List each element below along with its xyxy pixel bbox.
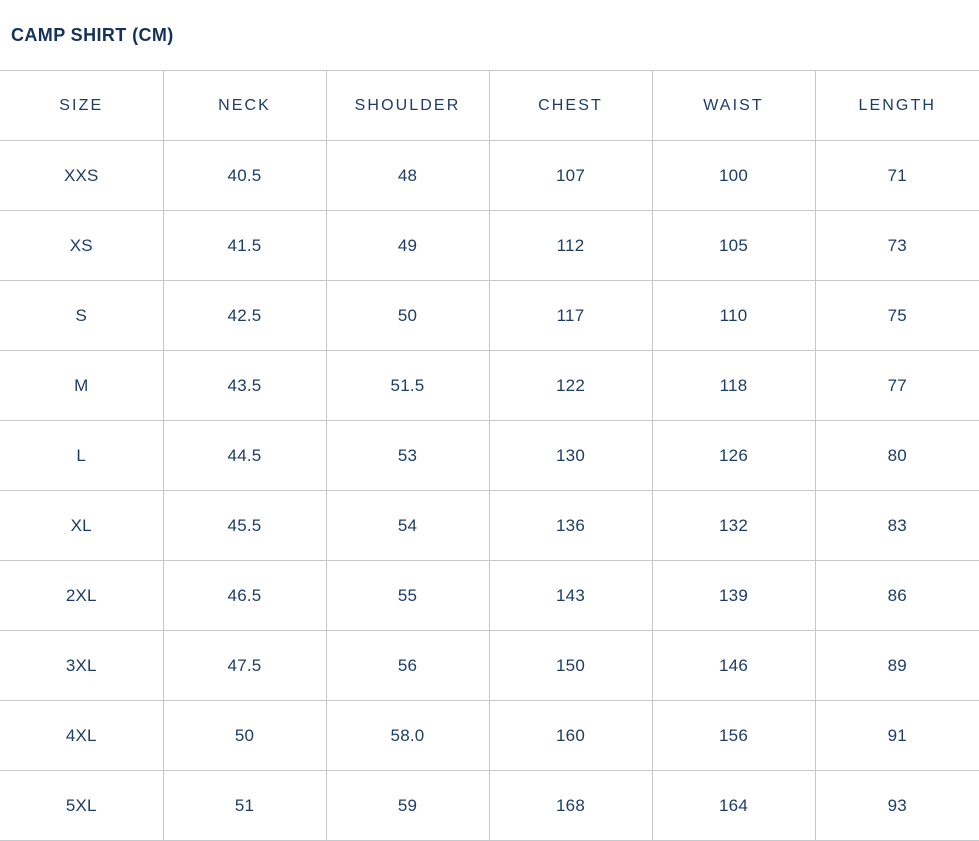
measurement-cell-length: 86: [815, 560, 979, 631]
measurement-cell-length: 75: [815, 280, 979, 351]
column-header-neck: NECK: [163, 70, 327, 141]
table-row: M 43.5 51.5 122 118 77: [0, 350, 979, 421]
measurement-cell-chest: 160: [489, 700, 653, 771]
size-label-cell: XL: [0, 490, 164, 561]
size-label-cell: 3XL: [0, 630, 164, 701]
table-row: 4XL 50 58.0 160 156 91: [0, 700, 979, 771]
measurement-cell-length: 71: [815, 140, 979, 211]
measurement-cell-neck: 46.5: [163, 560, 327, 631]
size-label-cell: XS: [0, 210, 164, 281]
measurement-cell-chest: 143: [489, 560, 653, 631]
measurement-cell-chest: 117: [489, 280, 653, 351]
size-chart-table: SIZE NECK SHOULDER CHEST WAIST LENGTH XXS 40.5…: [0, 70, 979, 841]
measurement-cell-waist: 156: [652, 700, 816, 771]
measurement-cell-waist: 110: [652, 280, 816, 351]
table-row: 3XL 47.5 56 150 146 89: [0, 630, 979, 701]
measurement-cell-chest: 122: [489, 350, 653, 421]
measurement-cell-length: 80: [815, 420, 979, 491]
measurement-cell-length: 73: [815, 210, 979, 281]
table-row: XL 45.5 54 136 132 83: [0, 490, 979, 561]
size-label-cell: XXS: [0, 140, 164, 211]
chart-title-band: CAMP SHIRT (CM): [0, 0, 979, 70]
measurement-cell-neck: 43.5: [163, 350, 327, 421]
measurement-cell-chest: 136: [489, 490, 653, 561]
measurement-cell-length: 77: [815, 350, 979, 421]
measurement-cell-waist: 132: [652, 490, 816, 561]
measurement-cell-waist: 146: [652, 630, 816, 701]
table-row: XXS 40.5 48 107 100 71: [0, 140, 979, 211]
measurement-cell-shoulder: 48: [326, 140, 490, 211]
size-label-cell: 4XL: [0, 700, 164, 771]
measurement-cell-length: 93: [815, 770, 979, 841]
measurement-cell-neck: 47.5: [163, 630, 327, 701]
measurement-cell-waist: 118: [652, 350, 816, 421]
table-row: S 42.5 50 117 110 75: [0, 280, 979, 351]
measurement-cell-shoulder: 51.5: [326, 350, 490, 421]
table-header-row: SIZE NECK SHOULDER CHEST WAIST LENGTH: [0, 70, 979, 141]
measurement-cell-length: 89: [815, 630, 979, 701]
column-header-length: LENGTH: [815, 70, 979, 141]
table-row: 5XL 51 59 168 164 93: [0, 770, 979, 841]
measurement-cell-length: 83: [815, 490, 979, 561]
measurement-cell-neck: 41.5: [163, 210, 327, 281]
measurement-cell-neck: 40.5: [163, 140, 327, 211]
table-body: XXS 40.5 48 107 100 71 XS 41.5 49 112 105 73 S 42.5 50…: [0, 140, 979, 841]
measurement-cell-chest: 150: [489, 630, 653, 701]
measurement-cell-waist: 139: [652, 560, 816, 631]
column-header-shoulder: SHOULDER: [326, 70, 490, 141]
measurement-cell-shoulder: 49: [326, 210, 490, 281]
measurement-cell-shoulder: 58.0: [326, 700, 490, 771]
measurement-cell-neck: 51: [163, 770, 327, 841]
measurement-cell-waist: 100: [652, 140, 816, 211]
table-row: 2XL 46.5 55 143 139 86: [0, 560, 979, 631]
measurement-cell-neck: 44.5: [163, 420, 327, 491]
measurement-cell-waist: 126: [652, 420, 816, 491]
column-header-waist: WAIST: [652, 70, 816, 141]
measurement-cell-chest: 130: [489, 420, 653, 491]
measurement-cell-shoulder: 53: [326, 420, 490, 491]
measurement-cell-chest: 107: [489, 140, 653, 211]
page-title: CAMP SHIRT (CM): [11, 24, 174, 45]
measurement-cell-shoulder: 54: [326, 490, 490, 561]
measurement-cell-shoulder: 55: [326, 560, 490, 631]
measurement-cell-waist: 105: [652, 210, 816, 281]
table-header: SIZE NECK SHOULDER CHEST WAIST LENGTH: [0, 70, 979, 141]
size-label-cell: M: [0, 350, 164, 421]
measurement-cell-chest: 168: [489, 770, 653, 841]
column-header-chest: CHEST: [489, 70, 653, 141]
measurement-cell-chest: 112: [489, 210, 653, 281]
measurement-cell-shoulder: 59: [326, 770, 490, 841]
measurement-cell-neck: 45.5: [163, 490, 327, 561]
size-label-cell: L: [0, 420, 164, 491]
measurement-cell-neck: 50: [163, 700, 327, 771]
measurement-cell-shoulder: 56: [326, 630, 490, 701]
size-label-cell: 2XL: [0, 560, 164, 631]
size-label-cell: S: [0, 280, 164, 351]
measurement-cell-shoulder: 50: [326, 280, 490, 351]
column-header-size: SIZE: [0, 70, 164, 141]
table-row: XS 41.5 49 112 105 73: [0, 210, 979, 281]
table-row: L 44.5 53 130 126 80: [0, 420, 979, 491]
size-label-cell: 5XL: [0, 770, 164, 841]
measurement-cell-length: 91: [815, 700, 979, 771]
measurement-cell-waist: 164: [652, 770, 816, 841]
measurement-cell-neck: 42.5: [163, 280, 327, 351]
